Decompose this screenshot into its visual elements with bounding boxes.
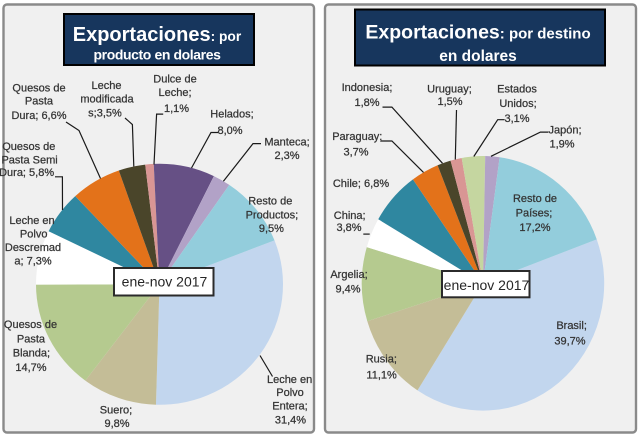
svg-text:Entera;: Entera; [272, 401, 307, 413]
svg-text:Helados;: Helados; [210, 109, 253, 121]
svg-text:9,4%: 9,4% [335, 284, 360, 296]
svg-text:Manteca;: Manteca; [264, 137, 309, 149]
svg-text:Leche: Leche [92, 80, 122, 92]
svg-text:Resto de: Resto de [248, 196, 292, 208]
svg-text:Dura; 6,6%: Dura; 6,6% [11, 110, 66, 122]
svg-text:3,1%: 3,1% [504, 113, 529, 125]
svg-text:Quesos de: Quesos de [2, 141, 55, 153]
svg-text:Uruguay;: Uruguay; [427, 83, 472, 95]
svg-text:Exportaciones: por: Exportaciones: por [73, 24, 242, 46]
svg-text:Polvo: Polvo [20, 229, 48, 241]
svg-text:Dura; 5,8%: Dura; 5,8% [0, 167, 54, 179]
svg-text:1,9%: 1,9% [549, 139, 574, 151]
svg-text:Chile; 6,8%: Chile; 6,8% [333, 178, 389, 190]
svg-text:Pasta: Pasta [17, 333, 46, 345]
svg-text:11,1%: 11,1% [366, 369, 397, 381]
svg-text:Indonesia;: Indonesia; [342, 82, 393, 94]
svg-text:Suero;: Suero; [100, 404, 132, 416]
svg-text:Estados: Estados [497, 83, 537, 95]
svg-text:31,4%: 31,4% [275, 414, 306, 426]
svg-text:9,5%: 9,5% [259, 223, 284, 235]
svg-text:Blanda;: Blanda; [13, 348, 50, 360]
svg-text:Países;: Países; [516, 208, 553, 220]
svg-text:Unidos;: Unidos; [499, 98, 536, 110]
svg-text:Rusia;: Rusia; [366, 354, 397, 366]
svg-text:Japón;: Japón; [548, 125, 581, 137]
svg-text:Pasta Semi: Pasta Semi [1, 154, 57, 166]
svg-text:Brasil;: Brasil; [556, 320, 587, 332]
svg-text:Productos;: Productos; [246, 209, 299, 221]
svg-text:1,1%: 1,1% [164, 103, 189, 115]
svg-text:1,5%: 1,5% [437, 96, 462, 108]
svg-text:modificada: modificada [80, 93, 134, 105]
svg-text:China;: China; [334, 210, 366, 222]
svg-text:1,8%: 1,8% [354, 97, 379, 109]
svg-text:9,8%: 9,8% [104, 418, 129, 430]
svg-text:ene-nov 2017: ene-nov 2017 [122, 274, 208, 290]
svg-text:en dolares: en dolares [439, 48, 517, 65]
svg-text:3,8%: 3,8% [336, 222, 361, 234]
svg-text:producto en dolares: producto en dolares [94, 47, 222, 63]
svg-text:17,2%: 17,2% [519, 222, 550, 234]
svg-text:Leche en: Leche en [267, 374, 312, 386]
svg-text:Resto de: Resto de [513, 193, 557, 205]
svg-text:ene-nov 2017: ene-nov 2017 [444, 277, 530, 293]
svg-text:Leche;: Leche; [158, 87, 191, 99]
svg-text:8,0%: 8,0% [217, 125, 242, 137]
svg-text:Quesos de: Quesos de [4, 319, 57, 331]
svg-text:14,7%: 14,7% [15, 362, 46, 374]
svg-text:Descremad: Descremad [5, 242, 61, 254]
svg-text:Argelia;: Argelia; [330, 269, 367, 281]
svg-text:39,7%: 39,7% [554, 336, 585, 348]
svg-text:Polvo: Polvo [276, 387, 304, 399]
svg-text:a; 7,3%: a; 7,3% [14, 256, 52, 268]
svg-text:s;3,5%: s;3,5% [88, 107, 122, 119]
svg-text:3,7%: 3,7% [343, 147, 368, 159]
svg-text:Pasta: Pasta [25, 96, 54, 108]
svg-text:Dulce de: Dulce de [153, 74, 196, 86]
svg-text:Quesos de: Quesos de [12, 82, 65, 94]
svg-text:Exportaciones: por destino: Exportaciones: por destino [365, 22, 590, 44]
svg-text:2,3%: 2,3% [274, 150, 299, 162]
svg-text:Paraguay;: Paraguay; [332, 131, 382, 143]
svg-text:Leche en: Leche en [9, 215, 54, 227]
